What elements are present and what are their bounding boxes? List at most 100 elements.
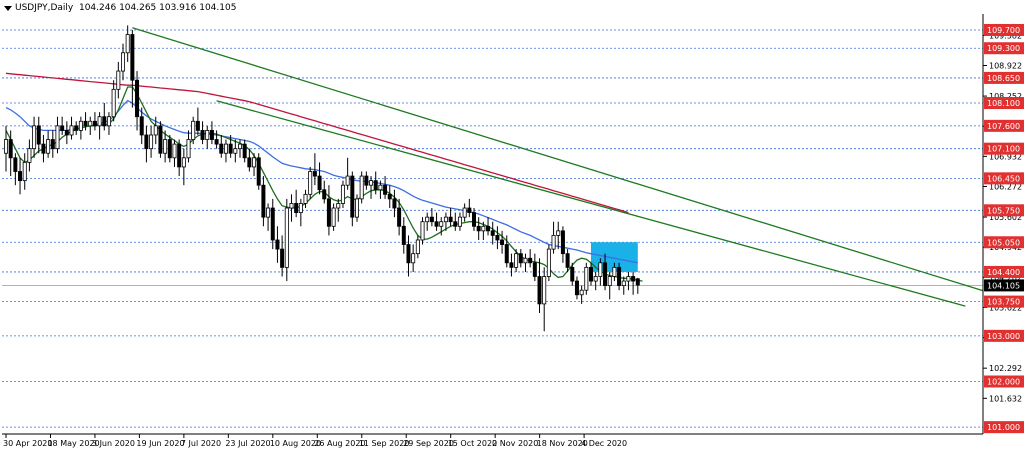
bull-candle-body [289,203,294,209]
bear-candle-body [214,139,219,145]
level-label: 105.750 [987,206,1020,215]
bear-candle-body [247,157,252,168]
candle [46,130,51,158]
bull-candle-body [186,139,191,159]
candle [345,157,350,190]
candle [514,249,519,272]
bull-candle-body [223,143,228,154]
time-tick-label: 2 Nov 2020 [492,439,538,448]
candle [223,139,228,163]
bull-candle-body [556,230,561,236]
candle [317,162,322,195]
candle [97,112,102,140]
level-label-box [984,375,1024,388]
bull-candle-body [116,70,121,90]
time-tick-label: 10 Aug 2020 [270,439,321,448]
bull-candle-body [284,207,289,268]
bear-candle-body [453,221,458,227]
bear-candle-body [350,175,355,218]
candle [247,148,252,172]
bull-candle-body [27,148,32,163]
candle [92,112,97,131]
bull-candle-body [598,262,603,277]
bear-candle-body [200,130,205,140]
candle [167,134,172,163]
bear-candle-body [13,157,18,172]
bull-candle-body [369,180,374,186]
bear-candle-body [322,189,327,200]
time-tick-label: 3 Jun 2020 [92,439,135,448]
candle [69,116,74,140]
plot-layer [2,25,983,428]
bear-candle-body [406,244,411,264]
bear-candle-body [294,203,299,213]
bull-candle-body [542,276,547,305]
bear-candle-body [401,225,406,245]
bear-candle-body [528,257,533,264]
candle [462,203,467,222]
candle [284,198,289,282]
bear-candle-body [64,130,69,136]
candle [626,271,631,291]
candle [509,253,514,277]
dropdown-triangle-icon[interactable] [4,5,12,11]
bull-candle-body [149,134,154,150]
price-tick-label: 103.622 [989,303,1022,312]
level-label-box [984,142,1024,155]
bear-candle-body [397,207,402,227]
bear-candle-body [102,116,107,127]
bull-candle-body [153,125,158,136]
candle [635,277,640,294]
candle [209,121,214,145]
candle [420,217,425,245]
moving-average-line-1 [5,72,629,214]
candle [177,139,182,177]
time-tick-label: 19 Jun 2020 [136,439,184,448]
bear-candle-body [195,120,200,131]
candle [252,153,257,177]
bear-candle-body [434,221,439,227]
bear-candle-body [275,239,280,250]
candle [467,198,472,218]
candle [242,139,247,163]
level-label-box [984,265,1024,278]
candle [270,198,275,250]
bull-candle-body [378,184,383,191]
candle [102,103,107,131]
bear-candle-body [209,130,214,140]
level-label: 103.000 [987,332,1020,341]
bear-candle-body [603,262,608,287]
level-label-box [984,329,1024,342]
candle [163,130,168,163]
bear-candle-body [537,276,542,305]
bear-candle-body [467,207,472,213]
bear-candle-body [500,239,505,245]
level-label-box [984,119,1024,132]
bull-candle-body [233,148,238,154]
level-label: 108.100 [987,99,1020,108]
bull-candle-body [303,193,308,204]
candle [340,180,345,209]
level-label: 102.000 [987,378,1020,387]
symbol-label: USDJPY,Daily [15,3,74,13]
candle [144,125,149,163]
candle [64,121,69,145]
candle [326,185,331,236]
candle [556,221,561,250]
bull-candle-body [32,125,37,150]
bear-candle-body [617,266,622,287]
chart-header: USDJPY,Daily 104.246 104.265 103.916 104… [4,3,236,14]
candle [621,276,626,295]
candle [429,208,434,227]
candle [237,139,242,158]
time-tick-label: 15 Oct 2020 [448,439,497,448]
candle [121,43,126,81]
candle [607,271,612,300]
bear-candle-body [565,253,570,268]
candle [476,217,481,240]
bull-candle-body [425,216,430,223]
candle [130,29,135,108]
candle [570,262,575,286]
